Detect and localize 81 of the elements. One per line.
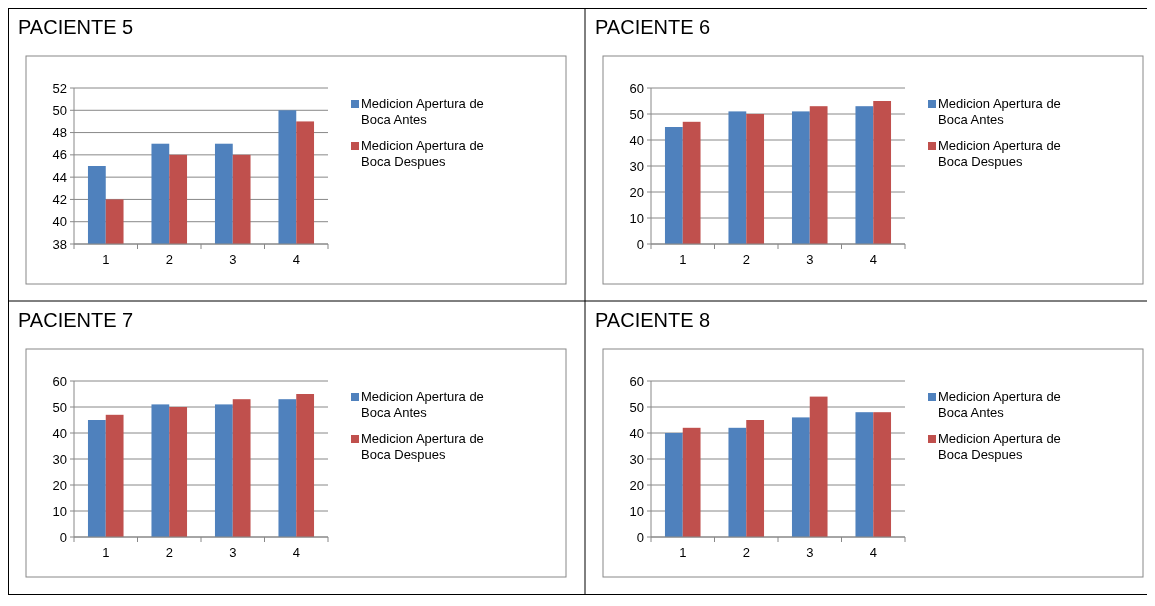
legend-label: Medicion Apertura de Boca Antes (361, 389, 484, 420)
bar (214, 404, 233, 537)
x-tick-label: 1 (102, 545, 110, 560)
chart-title: PACIENTE 7 (18, 309, 134, 331)
y-tick-label: 50 (52, 102, 67, 118)
bar (746, 420, 765, 537)
x-tick-label: 2 (165, 545, 173, 560)
y-tick-label: 50 (52, 399, 67, 415)
x-tick-label: 1 (102, 252, 110, 267)
bar (873, 412, 892, 537)
chart-title: PACIENTE 5 (18, 16, 134, 38)
y-tick-label: 40 (629, 132, 644, 148)
y-tick-label: 46 (52, 147, 67, 163)
bar (809, 106, 828, 244)
bar (873, 101, 892, 244)
bar (682, 427, 701, 537)
bar (278, 399, 297, 537)
y-tick-label: 0 (636, 529, 644, 545)
y-tick-label: 20 (52, 477, 67, 493)
x-tick-label: 4 (869, 545, 877, 560)
y-tick-label: 0 (636, 236, 644, 252)
bar (746, 114, 765, 244)
chart-title: PACIENTE 8 (595, 309, 711, 331)
y-tick-label: 52 (52, 80, 67, 96)
bar (728, 427, 747, 537)
x-tick-label: 2 (165, 252, 173, 267)
x-tick-label: 2 (742, 545, 750, 560)
bar (791, 111, 810, 244)
legend-label: Medicion Apertura de Boca Despues (938, 138, 1061, 169)
y-tick-label: 20 (629, 184, 644, 200)
bar (105, 414, 124, 537)
x-tick-label: 4 (292, 252, 300, 267)
bar (791, 417, 810, 537)
y-tick-label: 30 (629, 451, 644, 467)
bar (855, 106, 874, 244)
y-tick-label: 30 (629, 158, 644, 174)
bar (682, 121, 701, 244)
bar (728, 111, 747, 244)
bar (809, 396, 828, 537)
y-tick-label: 50 (629, 106, 644, 122)
y-tick-label: 60 (629, 373, 644, 389)
x-tick-label: 4 (292, 545, 300, 560)
bar (169, 407, 188, 537)
y-tick-label: 10 (52, 503, 67, 519)
bar (87, 420, 106, 537)
y-tick-label: 50 (629, 399, 644, 415)
y-tick-label: 42 (52, 191, 67, 207)
bar (855, 412, 874, 537)
y-tick-label: 10 (629, 503, 644, 519)
x-tick-label: 1 (679, 252, 687, 267)
x-tick-label: 3 (806, 545, 814, 560)
chart-title: PACIENTE 6 (595, 16, 711, 38)
bar (664, 433, 683, 537)
x-tick-label: 1 (679, 545, 687, 560)
x-tick-label: 3 (229, 252, 237, 267)
x-tick-label: 4 (869, 252, 877, 267)
legend-label: Medicion Apertura de Boca Antes (938, 96, 1061, 127)
legend-label: Medicion Apertura de Boca Despues (938, 431, 1061, 462)
y-tick-label: 60 (629, 80, 644, 96)
y-tick-label: 0 (59, 529, 67, 545)
legend-label: Medicion Apertura de Boca Despues (361, 431, 484, 462)
y-tick-label: 20 (629, 477, 644, 493)
y-tick-label: 48 (52, 125, 67, 141)
x-tick-label: 3 (229, 545, 237, 560)
bar (296, 394, 315, 537)
bar (151, 404, 170, 537)
legend-label: Medicion Apertura de Boca Antes (938, 389, 1061, 420)
y-tick-label: 60 (52, 373, 67, 389)
y-tick-label: 40 (629, 425, 644, 441)
x-tick-label: 3 (806, 252, 814, 267)
y-tick-label: 10 (629, 210, 644, 226)
bar (232, 399, 251, 537)
y-tick-label: 30 (52, 451, 67, 467)
y-tick-label: 40 (52, 214, 67, 230)
x-tick-label: 2 (742, 252, 750, 267)
y-tick-label: 40 (52, 425, 67, 441)
legend-label: Medicion Apertura de Boca Antes (361, 96, 484, 127)
y-tick-label: 38 (52, 236, 67, 252)
bar (664, 127, 683, 244)
legend-label: Medicion Apertura de Boca Despues (361, 138, 484, 169)
y-tick-label: 44 (52, 169, 67, 185)
